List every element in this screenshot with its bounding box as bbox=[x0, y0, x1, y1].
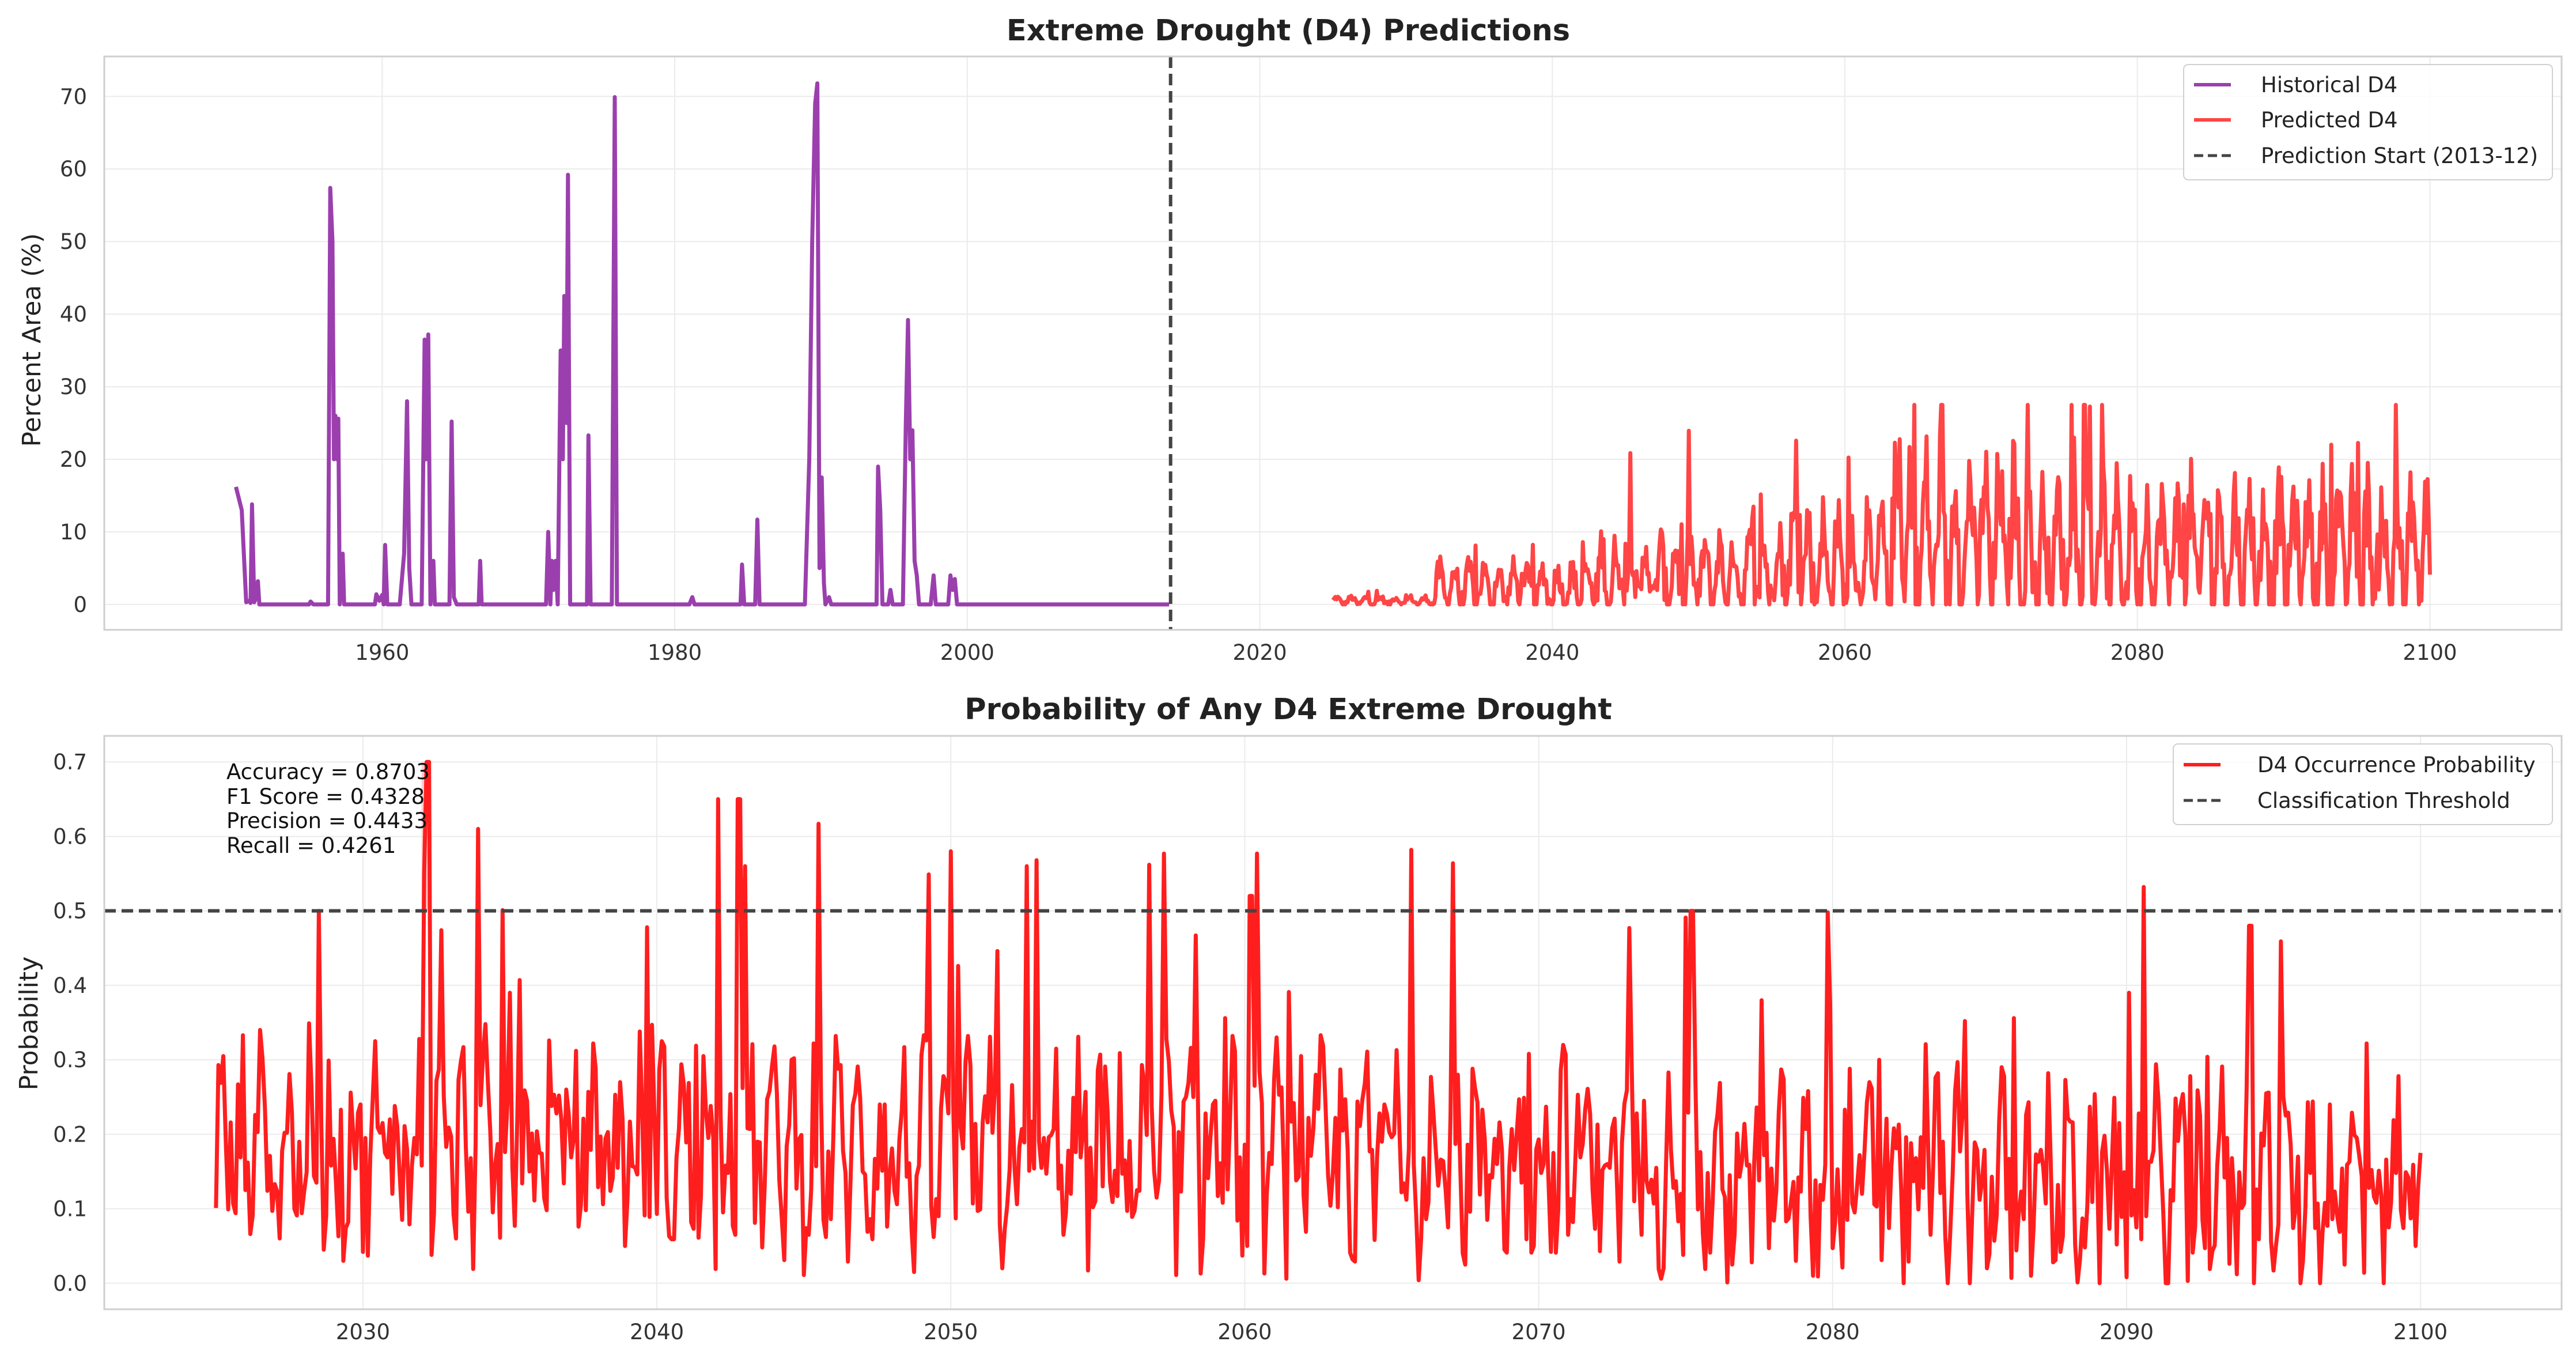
top-y-tick-label: 50 bbox=[60, 229, 87, 254]
top-x-tick-label: 2080 bbox=[2110, 640, 2165, 665]
top-series bbox=[234, 81, 2432, 607]
bottom-series bbox=[214, 760, 2423, 1286]
top-plot-frame bbox=[103, 55, 2563, 631]
top-series-0-line bbox=[234, 81, 1170, 607]
bottom-y-ticks: 0.0 0.1 0.2 0.3 0.4 0.5 0.6 0.7 bbox=[53, 750, 87, 1296]
legend-predicted-label: Predicted D4 bbox=[2261, 108, 2397, 133]
top-y-tick-label: 40 bbox=[60, 302, 87, 327]
top-y-tick-label: 60 bbox=[60, 157, 87, 182]
top-x-tick-label: 2100 bbox=[2403, 640, 2457, 665]
top-x-tick-label: 1960 bbox=[355, 640, 409, 665]
top-x-tick-label: 1980 bbox=[648, 640, 702, 665]
top-y-tick-label: 30 bbox=[60, 375, 87, 399]
bottom-y-tick-label: 0.0 bbox=[53, 1271, 87, 1296]
top-y-tick-label: 70 bbox=[60, 84, 87, 109]
top-x-tick-label: 2020 bbox=[1232, 640, 1287, 665]
legend-probability-label: D4 Occurrence Probability bbox=[2257, 753, 2536, 777]
bottom-x-tick-label: 2100 bbox=[2393, 1320, 2448, 1344]
metric-precision: Precision = 0.4433 bbox=[226, 808, 428, 833]
bottom-x-tick-label: 2070 bbox=[1512, 1320, 1566, 1344]
top-y-tick-label: 20 bbox=[60, 447, 87, 472]
bottom-y-tick-label: 0.6 bbox=[53, 824, 87, 849]
bottom-y-tick-label: 0.2 bbox=[53, 1122, 87, 1147]
bottom-legend: D4 Occurrence Probability Classification… bbox=[2173, 743, 2553, 825]
bottom-x-tick-label: 2050 bbox=[924, 1320, 978, 1344]
top-y-tick-label: 10 bbox=[60, 520, 87, 545]
bottom-y-tick-label: 0.4 bbox=[53, 973, 87, 998]
bottom-y-tick-label: 0.3 bbox=[53, 1048, 87, 1072]
metric-accuracy: Accuracy = 0.8703 bbox=[226, 760, 430, 784]
bottom-series-0-line bbox=[214, 760, 2423, 1286]
legend-prediction-start-label: Prediction Start (2013-12) bbox=[2261, 143, 2538, 168]
bottom-y-tick-label: 0.5 bbox=[53, 899, 87, 924]
bottom-y-tick-label: 0.1 bbox=[53, 1197, 87, 1222]
top-x-tick-label: 2040 bbox=[1525, 640, 1579, 665]
bottom-chart-title: Probability of Any D4 Extreme Drought bbox=[964, 693, 1612, 727]
bottom-x-tick-label: 2060 bbox=[1217, 1320, 1272, 1344]
metric-f1-score: F1 Score = 0.4328 bbox=[226, 784, 425, 809]
top-y-tick-label: 0 bbox=[73, 592, 87, 617]
top-y-ticks: 0 10 20 30 40 50 60 70 bbox=[60, 84, 87, 617]
legend-threshold-label: Classification Threshold bbox=[2257, 788, 2510, 813]
top-legend: Historical D4 Predicted D4 Prediction St… bbox=[2183, 64, 2553, 180]
top-x-ticks: 1960 1980 2000 2020 2040 2060 2080 2100 bbox=[355, 640, 2457, 665]
bottom-x-tick-label: 2090 bbox=[2100, 1320, 2154, 1344]
bottom-x-tick-label: 2080 bbox=[1806, 1320, 1860, 1344]
top-series-1-line bbox=[1331, 403, 2432, 607]
metric-recall: Recall = 0.4261 bbox=[226, 833, 396, 858]
top-chart-title: Extreme Drought (D4) Predictions bbox=[1007, 14, 1570, 48]
legend-historical-label: Historical D4 bbox=[2261, 73, 2397, 97]
bottom-y-tick-label: 0.7 bbox=[53, 750, 87, 774]
top-x-tick-label: 2060 bbox=[1818, 640, 1872, 665]
bottom-x-tick-label: 2040 bbox=[630, 1320, 684, 1344]
top-y-axis-label: Percent Area (%) bbox=[17, 233, 47, 447]
bottom-x-tick-label: 2030 bbox=[336, 1320, 390, 1344]
bottom-plot-frame bbox=[103, 735, 2563, 1310]
bottom-x-ticks: 2030 2040 2050 2060 2070 2080 2090 2100 bbox=[336, 1320, 2448, 1344]
metrics-annotation: Accuracy = 0.8703 F1 Score = 0.4328 Prec… bbox=[226, 760, 430, 858]
top-x-tick-label: 2000 bbox=[940, 640, 994, 665]
bottom-y-axis-label: Probability bbox=[14, 957, 44, 1091]
